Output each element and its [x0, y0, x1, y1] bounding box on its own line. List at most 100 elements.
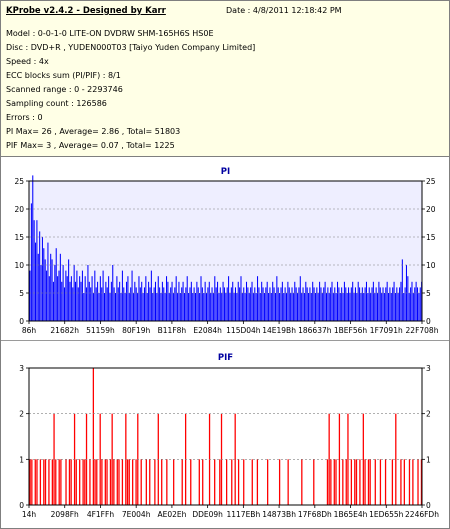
pi-bar	[348, 287, 350, 321]
pi-bar	[283, 293, 285, 321]
pi-bar	[69, 281, 71, 321]
pi-bar	[230, 287, 232, 321]
pif-bar	[342, 459, 344, 505]
disc-line: Disc : DVD+R , YUDEN000T03 [Taiyo Yuden …	[6, 43, 256, 52]
pi-bar	[228, 276, 230, 321]
pif-xtick-label: 2098Fh	[51, 510, 79, 519]
pi-ytick-left: 10	[14, 261, 24, 270]
pi-bar	[354, 287, 356, 321]
pif-bar	[412, 459, 414, 505]
pi-bar	[291, 287, 293, 321]
pi-bar	[349, 293, 351, 321]
pi-bar	[361, 287, 363, 321]
pi-bar	[98, 293, 100, 321]
pif-ytick-right: 3	[426, 364, 431, 373]
pi-bar	[150, 270, 152, 321]
pi-bar	[335, 293, 337, 321]
pif-bar	[44, 459, 47, 505]
pi-bar	[33, 220, 35, 321]
pi-ytick-left: 15	[14, 233, 24, 242]
pi-bar	[177, 293, 179, 321]
pi-bar	[245, 281, 248, 321]
pi-bar	[404, 287, 406, 321]
pi-bar	[269, 287, 271, 321]
pi-bar	[403, 293, 405, 321]
pi-bar	[152, 293, 154, 321]
pi-bar	[186, 276, 188, 321]
pif-bar	[379, 459, 382, 505]
pi-bar	[352, 281, 354, 321]
pif-xtick-label: 17F68Dh	[298, 510, 332, 519]
pif-bar	[364, 459, 366, 505]
pi-bar	[292, 293, 294, 321]
pif-bar	[367, 459, 370, 505]
pi-bar	[51, 259, 53, 321]
pi-bar	[57, 276, 59, 321]
ecc-line: ECC blocks sum (PI/PIF) : 8/1	[6, 71, 121, 80]
pi-bar	[154, 281, 157, 321]
pif-chart: PIF 0 0 1 1 2 2 3 3 14h 2098Fh 4F1FFh 7E004h AE02Eh DD…	[19, 353, 439, 519]
pi-bar	[234, 287, 236, 321]
pi-bar	[171, 281, 173, 321]
app-title[interactable]: KProbe v2.4.2 - Designed by Karr	[6, 6, 166, 16]
pi-bar	[251, 281, 253, 321]
pi-bar	[123, 287, 125, 321]
pif-bar	[161, 459, 163, 505]
pi-bar	[412, 293, 414, 321]
pi-bar	[149, 287, 151, 321]
pi-bar	[119, 281, 121, 321]
pi-bar	[131, 270, 133, 321]
pi-bar	[102, 270, 104, 321]
pi-bar	[90, 287, 92, 321]
pif-bar	[420, 459, 423, 505]
pif-xtick-label: DDE09h	[192, 510, 223, 519]
pif-ytick-left: 1	[19, 455, 24, 464]
pi-bar	[386, 281, 388, 321]
pi-xtick-label: 186637h	[298, 326, 332, 335]
pi-bar	[75, 281, 77, 321]
pi-bar	[337, 281, 339, 321]
pi-bar	[163, 287, 165, 321]
pi-bar	[350, 287, 352, 321]
pi-bar	[99, 276, 101, 321]
pi-bar	[66, 276, 68, 321]
pi-bar	[312, 281, 314, 321]
pi-bar	[262, 287, 264, 321]
pi-xtick-label: 1BEF56h	[334, 326, 368, 335]
pif-bar	[384, 459, 387, 505]
pi-bar	[179, 293, 181, 321]
pi-bar	[261, 281, 263, 321]
pif-bar	[154, 459, 156, 505]
pi-bar	[76, 270, 78, 321]
pi-bar	[393, 281, 395, 321]
pi-bar	[95, 287, 97, 321]
pi-bar	[58, 270, 60, 321]
pi-bar	[313, 287, 315, 321]
pi-bar	[103, 293, 105, 321]
pif-xtick-label: 1ED655h	[369, 510, 404, 519]
pif-bar	[140, 459, 142, 505]
pi-bar	[124, 293, 126, 321]
pi-bar	[388, 293, 390, 321]
pi-bar	[192, 293, 194, 321]
pi-bar	[196, 281, 198, 321]
pi-bar	[339, 293, 341, 321]
pi-bar	[324, 281, 326, 321]
pi-xtick-label: 14E19Bh	[262, 326, 296, 335]
pi-bar	[257, 276, 259, 321]
pi-bar	[46, 270, 48, 321]
pi-bar	[310, 293, 312, 321]
pi-bar	[189, 287, 191, 321]
pi-bar	[323, 287, 325, 321]
sampling-count-line: Sampling count : 126586	[6, 99, 107, 108]
pi-bar	[327, 287, 329, 321]
pi-bar	[341, 287, 343, 321]
pi-bar	[32, 175, 34, 321]
pif-xtick-label: 1117EBh	[226, 510, 260, 519]
pif-bar	[96, 459, 98, 505]
pif-bar	[132, 459, 134, 505]
pif-bar	[106, 459, 108, 505]
pi-bar	[237, 281, 239, 321]
pif-bar	[354, 459, 356, 505]
pi-bar	[114, 293, 117, 321]
